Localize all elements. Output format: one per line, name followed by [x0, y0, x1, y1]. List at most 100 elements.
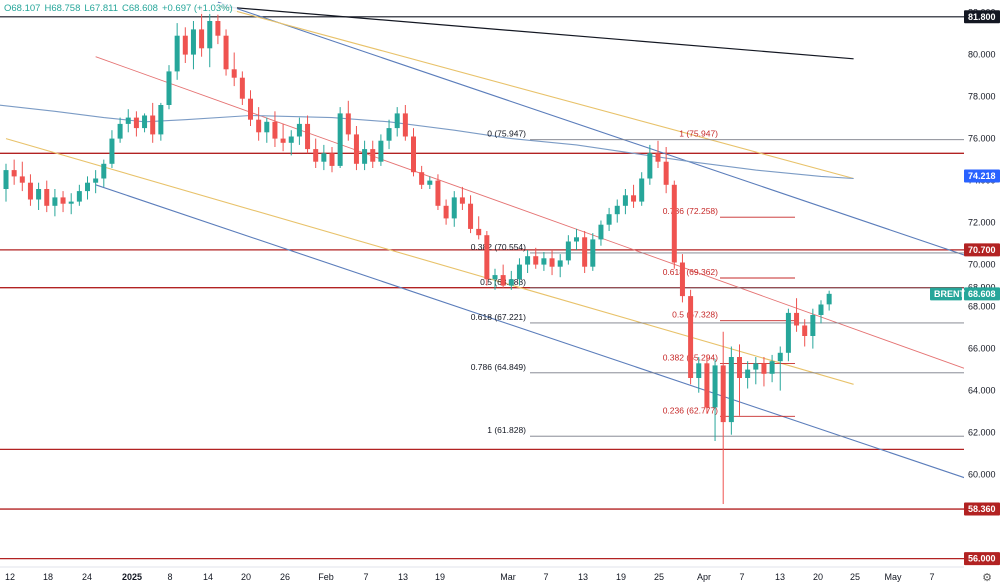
- price-axis[interactable]: 60.000 62.000 64.000 66.000 68.000 70.000 72.0…: [930, 0, 1000, 588]
- time-axis[interactable]: 12 18 24 2025 8 14 20 26 Feb 7 13 19 Mar 7 13 19 25 Apr 7 1…: [0, 566, 964, 582]
- candle-body: [166, 71, 172, 105]
- trendlines: [0, 1, 968, 480]
- candle-body: [810, 315, 816, 336]
- candle: [484, 231, 490, 286]
- candle-body: [500, 275, 506, 286]
- candle-body: [745, 369, 751, 378]
- candle: [769, 354, 775, 383]
- candle-body: [826, 293, 832, 305]
- candle-body: [174, 35, 180, 72]
- candle: [158, 102, 164, 141]
- candle: [728, 346, 734, 435]
- candle-body: [337, 113, 343, 166]
- candle-body: [802, 325, 808, 336]
- candle-body: [533, 256, 539, 265]
- candle: [3, 163, 9, 202]
- time-tick-label: 7: [543, 572, 548, 582]
- symbol-tag-badge: [930, 287, 962, 301]
- time-tick-label: 2025: [122, 572, 142, 582]
- candle-body: [549, 258, 555, 267]
- candle-body: [631, 195, 637, 202]
- candle: [476, 216, 482, 240]
- candle: [68, 193, 74, 215]
- candle-body: [451, 197, 457, 219]
- candle-body: [362, 149, 368, 164]
- time-tick-label: 13: [578, 572, 588, 582]
- fib-label: 1 (61.828): [487, 425, 526, 435]
- candle-body: [582, 237, 588, 267]
- price-tick-label: 80.000: [968, 50, 996, 60]
- candle-body: [27, 182, 33, 200]
- candle: [264, 117, 270, 143]
- candle-body: [142, 115, 148, 129]
- candle-body: [785, 312, 791, 353]
- candle: [215, 14, 221, 45]
- candle: [614, 199, 620, 223]
- price-tick-label: 68.000: [968, 302, 996, 312]
- candle-body: [305, 123, 311, 150]
- candle-body: [435, 180, 441, 206]
- candle-body: [321, 153, 327, 162]
- candle-body: [215, 21, 221, 36]
- close-value: C68.608: [122, 3, 158, 14]
- candle-body: [386, 128, 392, 141]
- candle-body: [508, 279, 514, 286]
- candle-body: [459, 197, 465, 204]
- candle-body: [117, 123, 123, 139]
- candle-body: [44, 189, 50, 206]
- candle-body: [52, 197, 58, 206]
- symbol-tag-text: BRENT: [934, 289, 966, 299]
- candle: [663, 147, 669, 194]
- candle: [574, 228, 579, 250]
- time-tick-label: 8: [167, 572, 172, 582]
- candle-body: [248, 98, 253, 120]
- candle-body: [419, 172, 425, 185]
- price-tick-label: 64.000: [968, 386, 996, 396]
- candle-body: [345, 113, 351, 135]
- time-tick-label: 20: [241, 572, 251, 582]
- candle: [500, 264, 506, 288]
- fib-label-red: 0.236 (62.777): [663, 405, 718, 415]
- candle: [785, 308, 791, 362]
- candle: [109, 130, 115, 168]
- candle-body: [231, 69, 237, 78]
- candle: [802, 319, 808, 347]
- price-tick-label: 66.000: [968, 344, 996, 354]
- candle: [696, 357, 702, 393]
- candle: [190, 21, 196, 70]
- candle: [93, 170, 99, 194]
- gear-icon[interactable]: ⚙: [982, 572, 992, 584]
- candle: [631, 184, 637, 208]
- candle-body: [614, 205, 620, 215]
- candle: [142, 113, 148, 133]
- candle-body: [492, 275, 498, 280]
- candle-body: [158, 105, 164, 135]
- candle: [345, 100, 351, 141]
- candle: [655, 140, 661, 168]
- candle-body: [125, 117, 131, 124]
- candle: [533, 247, 539, 269]
- candle-body: [728, 357, 734, 423]
- candle-body: [476, 228, 482, 236]
- candle-body: [378, 140, 384, 162]
- candle-body: [256, 119, 262, 133]
- time-tick-label: 25: [654, 572, 664, 582]
- candle: [207, 10, 213, 68]
- candle: [117, 117, 123, 143]
- candle: [231, 52, 237, 87]
- candle-body: [109, 138, 115, 164]
- price-tick-label: 78.000: [968, 92, 996, 102]
- horizontal-levels: [0, 16, 964, 560]
- candle: [256, 107, 262, 141]
- trendline-red: [95, 56, 968, 371]
- candle-body: [557, 260, 563, 267]
- time-tick-label: May: [884, 572, 902, 582]
- candle: [52, 189, 58, 217]
- candle: [459, 186, 465, 210]
- candle: [353, 126, 359, 171]
- candle-body: [696, 363, 702, 378]
- time-tick-label: Feb: [318, 572, 334, 582]
- candle: [720, 331, 726, 504]
- candle: [288, 130, 294, 156]
